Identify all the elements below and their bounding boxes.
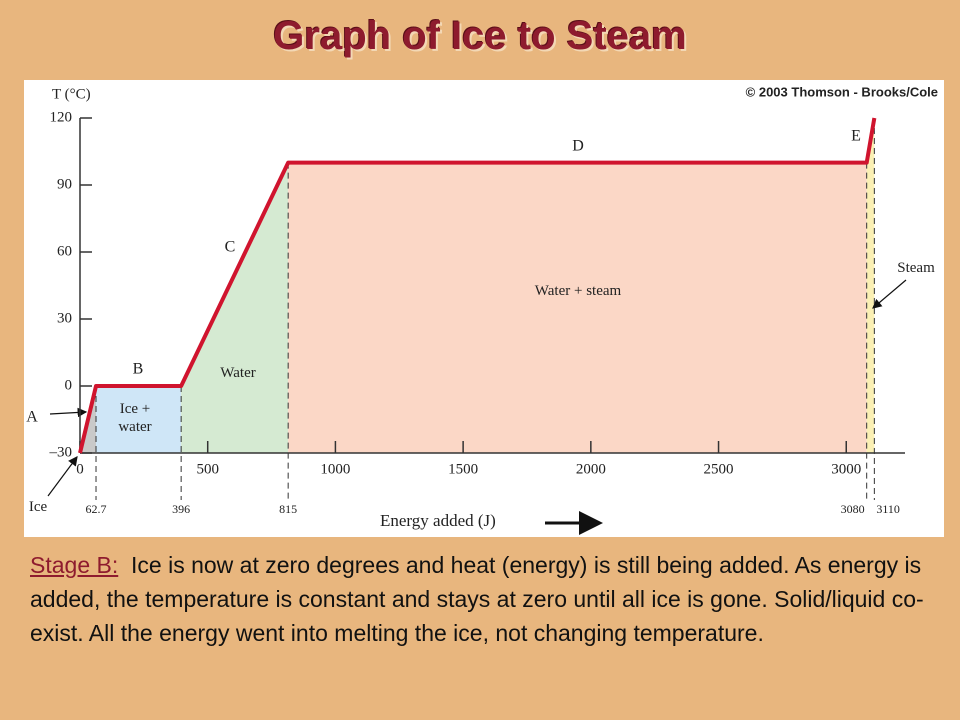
boundary-label: 3080 (841, 502, 865, 516)
phase-label: Steam (897, 260, 935, 276)
phase-label-box: Steam (897, 260, 935, 276)
phase-region (181, 162, 289, 453)
phase-label-box: Water (220, 365, 256, 381)
heating-curve (78, 117, 877, 454)
pointer (47, 456, 78, 497)
phase-label-box: Water + steam (534, 283, 622, 299)
x-tick-label: 2500 (704, 461, 734, 477)
x-tick-label: 0 (76, 461, 84, 477)
phase-letter: D (572, 138, 584, 155)
y-tick-label: 0 (65, 377, 73, 393)
x-tick-label: 500 (196, 461, 219, 477)
phase-letter: E (851, 128, 861, 145)
slide-title: Graph of Ice to Steam (273, 14, 687, 58)
boundary-label: 815 (279, 502, 297, 516)
boundary-label: 396 (172, 502, 190, 516)
phase-label: Water + steam (534, 283, 622, 299)
x-tick-label: 2000 (576, 461, 606, 477)
x-axis-label: Energy added (J) (380, 511, 496, 530)
boundary-label: 62.7 (86, 502, 107, 516)
phase-label-box: Ice (28, 499, 48, 515)
phase-letter: C (225, 239, 236, 256)
caption-text: Ice is now at zero degrees and heat (ene… (30, 552, 924, 646)
phase-label: Ice (28, 499, 48, 515)
pointer (872, 279, 907, 309)
y-tick-label: 90 (57, 176, 72, 192)
y-tick-label: 120 (50, 109, 73, 125)
caption-label: Stage B: (30, 552, 119, 578)
y-tick-label: 60 (57, 243, 72, 259)
y-tick-label: 30 (57, 310, 72, 326)
x-tick-label: 1500 (448, 461, 478, 477)
credit: © 2003 Thomson - Brooks/Cole (746, 84, 938, 99)
phase-region (96, 386, 182, 453)
phase-label: Water (220, 365, 256, 381)
y-tick-label: –30 (49, 444, 73, 460)
phase-label-box: Ice + water (118, 401, 152, 435)
boundary-label: 3110 (876, 502, 900, 516)
phase-region (288, 162, 867, 453)
phase-label: Ice + water (118, 401, 152, 435)
phase-region (866, 118, 875, 453)
phase-letter: A (26, 409, 38, 426)
x-tick-label: 1000 (320, 461, 350, 477)
phase-letter: B (133, 361, 144, 378)
caption: Stage B: Ice is now at zero degrees and … (30, 548, 940, 650)
x-tick-label: 3000 (831, 461, 861, 477)
y-axis-label: T (°C) (52, 86, 91, 102)
